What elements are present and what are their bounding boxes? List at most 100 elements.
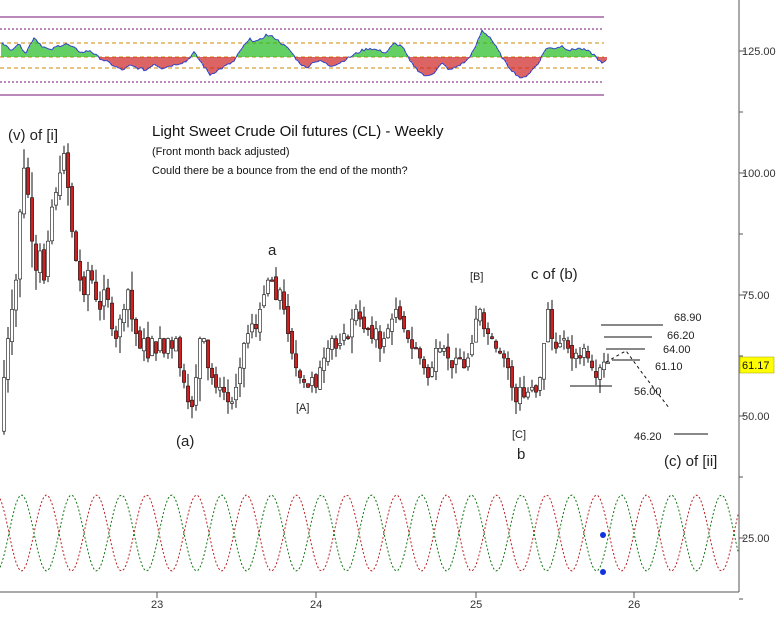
candle-body [274, 276, 278, 300]
candle-body [470, 343, 474, 356]
candle-body [90, 270, 94, 281]
candle-body [566, 340, 570, 349]
candle-body [522, 387, 526, 398]
candle-body [510, 366, 514, 388]
x-tick-24: 24 [310, 599, 322, 611]
candle-body [282, 291, 286, 310]
candle-body [150, 338, 154, 356]
candle-body [58, 172, 62, 196]
candle-body [86, 270, 90, 296]
candle-body [554, 341, 558, 349]
candle-body [242, 343, 246, 369]
wave-label-bracket-c: [C] [512, 429, 526, 441]
candle-body [430, 367, 434, 377]
y-tick-50: 50.00 [742, 411, 770, 423]
candle-body [278, 289, 282, 301]
x-tick-26: 26 [628, 599, 640, 611]
candle-body [34, 243, 38, 271]
y-tick-100: 100.00 [742, 168, 776, 180]
candle-body [14, 279, 18, 311]
oscillator-panel [0, 16, 607, 96]
candle-body [106, 287, 110, 300]
candle-body [402, 315, 406, 330]
candle-body [310, 377, 314, 386]
wave-label-a: a [268, 242, 277, 259]
cycle-panel [0, 494, 739, 575]
candle-body [142, 338, 146, 352]
candle-body [370, 325, 374, 339]
candle-body [382, 338, 386, 347]
candle-body [62, 153, 66, 171]
candle-body [366, 327, 370, 331]
cycle-marker-top [600, 532, 606, 538]
candle-body [302, 379, 306, 383]
candle-body [534, 385, 538, 393]
candle-body [338, 343, 342, 346]
candle-body [130, 289, 134, 320]
candle-body [270, 279, 274, 282]
level-label-68-90: 68.90 [674, 312, 702, 324]
candle-body [518, 386, 522, 404]
level-label-56-00: 56.00 [634, 386, 662, 398]
candle-body [450, 360, 454, 369]
candle-body [362, 316, 366, 330]
candle-body [78, 261, 82, 281]
candle-body [298, 370, 302, 378]
candle-body [42, 249, 46, 281]
candle-body [50, 206, 54, 242]
candle-body [358, 311, 362, 320]
wave-label-paren-a: (a) [176, 433, 194, 450]
candle-body [334, 338, 338, 349]
candle-body [318, 367, 322, 390]
candle-body [410, 339, 414, 349]
candle-body [478, 309, 482, 322]
candle-body [330, 338, 334, 350]
candle-body [462, 359, 466, 369]
candle-body [562, 338, 566, 341]
candle-body [514, 387, 518, 403]
candle-body [294, 353, 298, 369]
candle-body [206, 339, 210, 369]
candle-body [598, 367, 602, 380]
level-label-61-10: 61.10 [655, 361, 683, 373]
candle-body [254, 324, 258, 330]
candle-body [118, 318, 122, 338]
candle-body [446, 346, 450, 359]
candle-body [66, 152, 70, 188]
candle-body [474, 318, 478, 343]
candle-body [230, 401, 234, 404]
candle-body [286, 306, 290, 335]
candle-body [490, 336, 494, 339]
candle-body [234, 386, 238, 401]
candle-body [290, 330, 294, 354]
candle-body [262, 294, 266, 307]
chart-note: Could there be a bounce from the end of … [152, 165, 408, 177]
wave-label-bracket-b: [B] [470, 271, 483, 283]
candle-body [570, 345, 574, 359]
candle-body [326, 348, 330, 362]
candle-body [602, 361, 606, 370]
candle-body [386, 328, 390, 339]
candle-body [22, 167, 26, 215]
chart-subtitle: (Front month back adjusted) [152, 146, 290, 158]
candle-body [398, 306, 402, 320]
wave-label-c-of-ii: (c) of [ii] [664, 453, 717, 470]
candle-body [498, 350, 502, 354]
candle-body [18, 211, 22, 280]
candle-body [606, 361, 610, 364]
candle-body [190, 399, 194, 408]
x-tick-23: 23 [151, 599, 163, 611]
y-tick-25: 25.00 [742, 533, 770, 545]
cycle-line-red [0, 494, 739, 572]
candle-body [218, 386, 222, 391]
candle-body [542, 343, 546, 380]
candle-body [442, 348, 446, 352]
projection-path [605, 350, 671, 410]
candle-body [54, 192, 58, 206]
candle-body [114, 330, 118, 339]
candle-body [590, 360, 594, 369]
candle-body [482, 312, 486, 330]
candle-body [530, 386, 534, 391]
candle-body [194, 377, 198, 406]
